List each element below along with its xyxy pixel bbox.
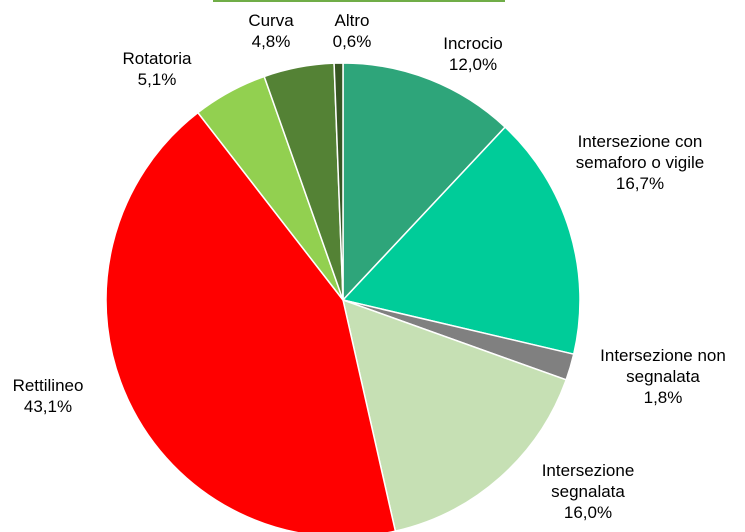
category-label: Altro (334, 11, 370, 30)
value-label: 5,1% (137, 70, 177, 89)
pie-slice (342, 62, 507, 302)
value-label: 1,8% (643, 388, 683, 407)
slice-label: Rettilineo 43,1% (0, 375, 98, 417)
value-label: 43,1% (23, 397, 73, 416)
category-label: Incrocio (443, 34, 503, 53)
pie-slice (333, 62, 344, 301)
value-label: 12,0% (448, 55, 498, 74)
category-label: Curva (248, 11, 294, 30)
category-label: Rotatoria (122, 49, 192, 68)
category-label: Rettilineo (12, 376, 84, 395)
category-label: Intersezione non segnalata (600, 346, 726, 386)
slice-label: Curva 4,8% (231, 10, 311, 52)
category-label: Intersezione segnalata (541, 461, 635, 501)
slice-label: Intersezione con semaforo o vigile 16,7% (550, 131, 730, 194)
slice-label: Incrocio 12,0% (413, 33, 533, 75)
category-label: Intersezione con semaforo o vigile (575, 132, 705, 172)
value-label: 16,0% (563, 503, 613, 522)
value-label: 4,8% (251, 32, 291, 51)
pie-slice (341, 126, 581, 356)
pie-slice (105, 111, 397, 532)
slice-label: Altro 0,6% (322, 10, 382, 52)
slice-label: Rotatoria 5,1% (107, 48, 207, 90)
slice-label: Intersezione non segnalata 1,8% (588, 345, 738, 408)
value-label: 0,6% (332, 32, 372, 51)
slice-label: Intersezione segnalata 16,0% (526, 460, 651, 523)
pie-slice (341, 298, 568, 532)
value-label: 16,7% (615, 174, 665, 193)
